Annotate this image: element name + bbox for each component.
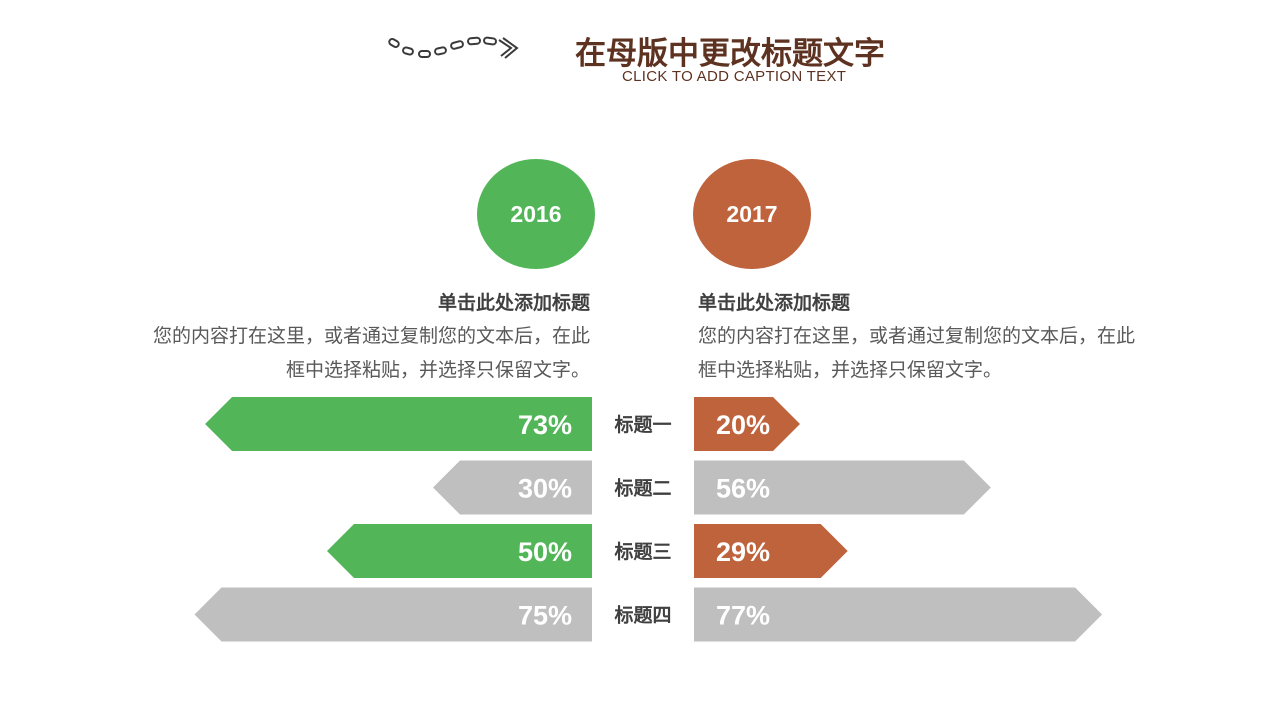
block-body-left-line2: 框中选择粘贴，并选择只保留文字。 [285, 359, 590, 381]
value-label-left-1: 73% [518, 410, 572, 440]
category-label-1: 标题一 [614, 414, 671, 436]
block-body-right: 您的内容打在这里，或者通过复制您的文本后，在此 框中选择粘贴，并选择只保留文字。 [698, 319, 1188, 387]
year-badge-right: 2017 [693, 159, 811, 269]
block-body-right-line2: 框中选择粘贴，并选择只保留文字。 [698, 359, 1003, 381]
year-badge-left: 2016 [477, 159, 595, 269]
block-heading-left: 单击此处添加标题 [437, 292, 590, 314]
bar-left-2 [433, 460, 592, 515]
page-title: 在母版中更改标题文字 [575, 36, 885, 72]
dotted-arrow-icon [388, 36, 519, 59]
bar-right-3 [694, 524, 848, 578]
value-label-right-4: 77% [716, 601, 770, 631]
text-block-left: 单击此处添加标题 您的内容打在这里，或者通过复制您的文本后，在此 框中选择粘贴，… [100, 289, 590, 387]
value-label-left-3: 50% [518, 537, 572, 567]
bar-right-2 [694, 460, 991, 515]
page-caption: CLICK TO ADD CAPTION TEXT [622, 68, 847, 85]
value-label-left-2: 30% [518, 474, 572, 504]
block-body-right-line1: 您的内容打在这里，或者通过复制您的文本后，在此 [698, 325, 1136, 347]
value-label-left-4: 75% [518, 601, 572, 631]
block-heading-right: 单击此处添加标题 [698, 292, 851, 314]
text-block-right: 单击此处添加标题 您的内容打在这里，或者通过复制您的文本后，在此 框中选择粘贴，… [698, 289, 1188, 387]
category-label-4: 标题四 [614, 605, 671, 627]
bar-right-4 [694, 587, 1103, 642]
value-label-right-2: 56% [716, 474, 770, 504]
block-body-left: 您的内容打在这里，或者通过复制您的文本后，在此 框中选择粘贴，并选择只保留文字。 [100, 319, 590, 387]
category-label-3: 标题三 [614, 541, 671, 563]
category-label-2: 标题二 [614, 478, 671, 500]
block-body-left-line1: 您的内容打在这里，或者通过复制您的文本后，在此 [152, 325, 590, 347]
value-label-right-1: 20% [716, 410, 770, 440]
value-label-right-3: 29% [716, 537, 770, 567]
bar-left-4 [194, 587, 592, 642]
bar-left-3 [327, 524, 592, 578]
bar-right-1 [694, 397, 800, 451]
bar-left-1 [205, 397, 592, 451]
